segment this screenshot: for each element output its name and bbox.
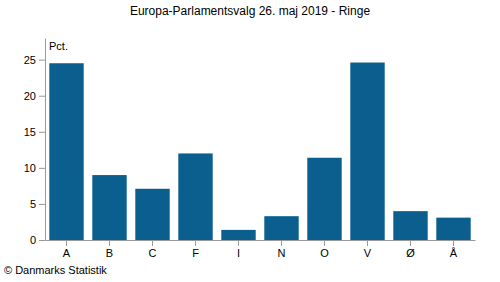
x-tick-mark bbox=[109, 240, 110, 246]
bar bbox=[307, 158, 341, 240]
bar bbox=[350, 63, 384, 240]
x-tick-mark bbox=[66, 240, 67, 246]
title: Europa-Parlamentsvalg 26. maj 2019 - Rin… bbox=[130, 4, 370, 18]
y-tick-label: 15 bbox=[24, 126, 36, 138]
bar bbox=[49, 63, 83, 240]
x-tick-label: I bbox=[237, 247, 240, 259]
x-tick-mark bbox=[152, 240, 153, 246]
x-tick-label: A bbox=[63, 247, 71, 259]
y-tick-mark bbox=[39, 240, 45, 241]
y-tick-mark bbox=[39, 96, 45, 97]
x-tick: V bbox=[364, 240, 372, 259]
x-tick: Ø bbox=[406, 240, 415, 259]
y-tick-mark bbox=[39, 168, 45, 169]
x-tick-label: B bbox=[106, 247, 113, 259]
x-tick: A bbox=[63, 240, 71, 259]
x-axis: ABCFINOVØÅ bbox=[46, 240, 476, 259]
y-tick-mark bbox=[39, 204, 45, 205]
y-tick-label: 0 bbox=[30, 234, 36, 246]
x-tick: I bbox=[237, 240, 240, 259]
source-note: © Danmarks Statistik bbox=[4, 264, 107, 276]
bar bbox=[436, 218, 470, 240]
y-tick-label: 10 bbox=[24, 162, 36, 174]
y-axis: 0 5 10 15 20 25 bbox=[24, 39, 46, 247]
x-tick-label: V bbox=[364, 247, 372, 259]
x-tick-mark bbox=[281, 240, 282, 246]
bar bbox=[221, 230, 255, 240]
x-tick-label: O bbox=[320, 247, 329, 259]
x-tick: F bbox=[192, 240, 199, 259]
x-tick-mark bbox=[238, 240, 239, 246]
x-tick: O bbox=[320, 240, 329, 259]
x-tick-mark bbox=[367, 240, 368, 246]
y-axis-line bbox=[45, 39, 46, 241]
y-tick: 25 bbox=[24, 54, 45, 66]
x-tick-mark bbox=[410, 240, 411, 246]
y-tick-label: 5 bbox=[30, 198, 36, 210]
x-tick-mark bbox=[324, 240, 325, 246]
y-tick-label: 25 bbox=[24, 54, 36, 66]
y-tick: 10 bbox=[24, 162, 45, 174]
bars bbox=[49, 63, 470, 240]
x-tick-mark bbox=[195, 240, 196, 246]
y-tick-mark bbox=[39, 132, 45, 133]
chart: Europa-Parlamentsvalg 26. maj 2019 - Rin… bbox=[0, 0, 500, 282]
y-tick-mark bbox=[39, 60, 45, 61]
bar bbox=[393, 211, 427, 240]
x-tick: N bbox=[278, 240, 286, 259]
x-tick-label: C bbox=[149, 247, 157, 259]
x-tick-label: F bbox=[192, 247, 199, 259]
x-tick: C bbox=[149, 240, 157, 259]
x-tick: B bbox=[106, 240, 113, 259]
x-tick-label: Å bbox=[450, 247, 458, 259]
x-tick: Å bbox=[450, 240, 458, 259]
bar bbox=[178, 153, 212, 240]
x-tick-label: N bbox=[278, 247, 286, 259]
bar bbox=[92, 175, 126, 240]
x-tick-mark bbox=[453, 240, 454, 246]
y-tick: 15 bbox=[24, 126, 45, 138]
y-tick: 5 bbox=[30, 198, 45, 210]
y-tick: 0 bbox=[30, 234, 45, 246]
bar bbox=[264, 216, 298, 240]
bar bbox=[135, 189, 169, 240]
y-tick: 20 bbox=[24, 90, 45, 102]
x-tick-label: Ø bbox=[406, 247, 415, 259]
y-tick-label: 20 bbox=[24, 90, 36, 102]
y-axis-title: Pct. bbox=[49, 40, 68, 52]
